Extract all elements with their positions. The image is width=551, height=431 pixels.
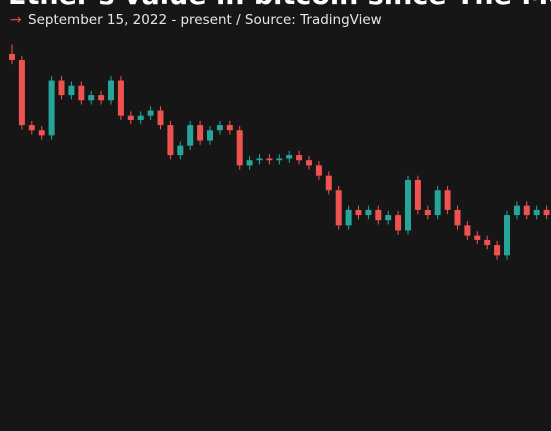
candle-body [355, 209, 362, 216]
candle-body [454, 209, 461, 226]
candle-body [256, 158, 263, 161]
candle-body [226, 125, 233, 131]
candle-body [38, 130, 45, 136]
candle-body [28, 125, 35, 131]
candle-body [434, 190, 441, 216]
candle-body [296, 155, 303, 161]
candle-body [78, 85, 85, 101]
candle-body [9, 53, 15, 60]
candle-body [523, 205, 530, 216]
candle-body [513, 205, 520, 216]
candle-body [444, 190, 451, 210]
candle-body [18, 59, 25, 126]
candle-body [494, 245, 501, 256]
candle-body [127, 115, 134, 120]
candle-body [395, 215, 402, 231]
candle-body [137, 115, 144, 120]
candle-body [405, 179, 411, 231]
chart-subtitle: September 15, 2022 - present / Source: T… [28, 12, 382, 28]
candle-body [187, 125, 194, 146]
chart-title: Ether's value in bitcoin since The Merge [8, 0, 551, 11]
candle-body [117, 80, 124, 116]
candle-body [207, 130, 213, 141]
candle-body [385, 215, 392, 221]
candle-body [108, 80, 114, 101]
candle-body [533, 209, 540, 216]
candle-body [216, 125, 223, 131]
candle-body [286, 155, 293, 159]
candle-body [504, 215, 510, 256]
candle-body [345, 209, 352, 226]
plot-area [9, 44, 550, 260]
candle-body [236, 130, 243, 166]
candle-body [424, 209, 431, 216]
candle-body [484, 239, 491, 246]
candle-body [157, 110, 164, 126]
candle-body [246, 160, 253, 166]
candle-body [167, 125, 174, 156]
candle-body [68, 85, 75, 96]
candle-body [315, 165, 322, 176]
candle-body [48, 80, 55, 136]
candle-body [177, 145, 184, 156]
candle-body [335, 190, 342, 226]
candle-body [276, 158, 283, 161]
subtitle-marker: → [10, 12, 22, 28]
candle-body [414, 179, 421, 210]
candle-body [474, 235, 481, 240]
candle-body [543, 209, 550, 216]
candle-body [306, 160, 312, 166]
candle-body [464, 225, 471, 236]
candle-body [197, 125, 204, 141]
candle-body [88, 95, 95, 101]
candle-body [266, 158, 273, 161]
candle-body [325, 175, 332, 191]
candle-body [375, 209, 382, 221]
candle-body [147, 110, 154, 116]
candle-body [365, 209, 372, 216]
candle-body [58, 80, 65, 96]
candle-body [98, 95, 105, 101]
